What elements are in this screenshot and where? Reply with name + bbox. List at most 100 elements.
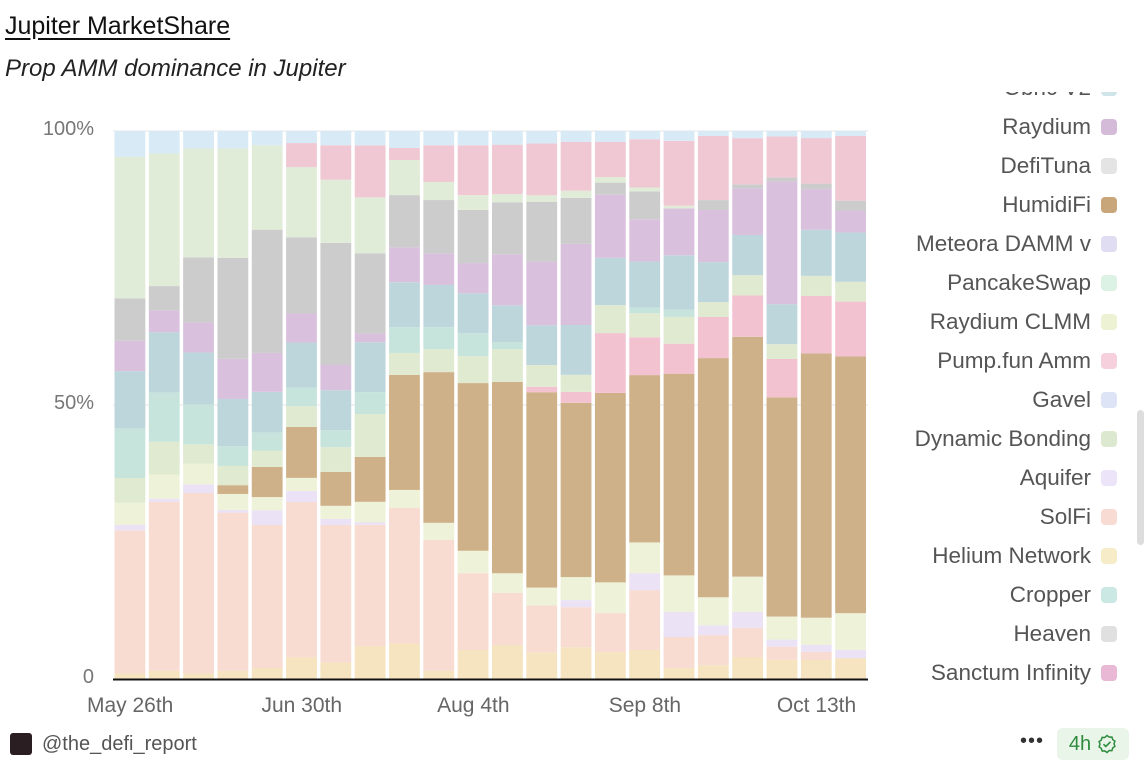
- bar-segment[interactable]: [492, 305, 523, 342]
- legend-item[interactable]: Raydium CLMM: [930, 307, 1117, 337]
- bar-segment[interactable]: [251, 510, 283, 526]
- bar-segment[interactable]: [663, 208, 695, 256]
- bar-segment[interactable]: [492, 349, 523, 382]
- bar-segment[interactable]: [629, 573, 661, 591]
- bar-segment[interactable]: [766, 616, 798, 640]
- bar-segment[interactable]: [286, 477, 317, 492]
- bar-segment[interactable]: [835, 649, 866, 659]
- bar-segment[interactable]: [800, 229, 832, 276]
- bar-segment[interactable]: [457, 195, 489, 210]
- bar-segment[interactable]: [320, 131, 352, 146]
- bar-segment[interactable]: [148, 310, 180, 333]
- bar-segment[interactable]: [354, 456, 386, 502]
- bar-segment[interactable]: [217, 509, 249, 513]
- bar-segment[interactable]: [389, 508, 420, 644]
- bar-segment[interactable]: [663, 255, 695, 310]
- bar-segment[interactable]: [766, 177, 798, 182]
- bar-segment[interactable]: [835, 200, 866, 211]
- bar-segment[interactable]: [594, 582, 626, 614]
- bar-segment[interactable]: [629, 139, 661, 188]
- bar-segment[interactable]: [526, 261, 558, 326]
- bar-segment[interactable]: [697, 597, 729, 626]
- bar-segment[interactable]: [732, 234, 764, 276]
- bar-segment[interactable]: [217, 485, 249, 494]
- bar-segment[interactable]: [732, 184, 764, 189]
- bar-segment[interactable]: [251, 450, 283, 467]
- bar-segment[interactable]: [457, 573, 489, 650]
- bar-segment[interactable]: [251, 352, 283, 392]
- bar-segment[interactable]: [286, 342, 317, 388]
- bar-segment[interactable]: [560, 600, 592, 608]
- bar-segment[interactable]: [423, 200, 455, 254]
- bar-segment[interactable]: [457, 356, 489, 384]
- bar-segment[interactable]: [560, 577, 592, 601]
- bar-segment[interactable]: [697, 262, 729, 303]
- bar-segment[interactable]: [354, 524, 386, 647]
- bar-segment[interactable]: [629, 337, 661, 376]
- bar-segment[interactable]: [629, 219, 661, 262]
- bar-segment[interactable]: [457, 209, 489, 264]
- bar-segment[interactable]: [320, 662, 352, 679]
- bar-segment[interactable]: [423, 131, 455, 146]
- bar-segment[interactable]: [560, 374, 592, 392]
- legend-item[interactable]: DefiTuna: [1001, 151, 1117, 181]
- bar-segment[interactable]: [286, 657, 317, 679]
- bar-segment[interactable]: [148, 441, 180, 475]
- bar-segment[interactable]: [732, 295, 764, 337]
- bar-segment[interactable]: [697, 302, 729, 317]
- bar-segment[interactable]: [492, 202, 523, 255]
- bar-segment[interactable]: [389, 374, 420, 490]
- legend-item[interactable]: Helium Network: [932, 541, 1117, 571]
- bar-segment[interactable]: [766, 659, 798, 679]
- bar-segment[interactable]: [251, 391, 283, 433]
- bar-segment[interactable]: [835, 301, 866, 357]
- bar-segment[interactable]: [457, 131, 489, 146]
- bar-segment[interactable]: [286, 131, 317, 144]
- bar-segment[interactable]: [423, 284, 455, 328]
- bar-segment[interactable]: [217, 131, 249, 149]
- bar-segment[interactable]: [217, 670, 249, 679]
- bar-segment[interactable]: [457, 333, 489, 357]
- bar-segment[interactable]: [492, 592, 523, 646]
- bar-segment[interactable]: [114, 371, 146, 429]
- bar-segment[interactable]: [835, 135, 866, 201]
- bar-segment[interactable]: [800, 131, 832, 139]
- bar-segment[interactable]: [354, 253, 386, 334]
- bar-segment[interactable]: [114, 502, 146, 525]
- bar-segment[interactable]: [800, 644, 832, 652]
- bar-segment[interactable]: [766, 304, 798, 345]
- bar-segment[interactable]: [320, 505, 352, 519]
- bar-segment[interactable]: [594, 141, 626, 178]
- legend-item[interactable]: HumidiFi: [1002, 190, 1117, 220]
- bar-segment[interactable]: [354, 197, 386, 254]
- bar-segment[interactable]: [148, 670, 180, 679]
- bar-segment[interactable]: [629, 375, 661, 543]
- bar-segment[interactable]: [423, 145, 455, 182]
- bar-segment[interactable]: [148, 286, 180, 311]
- bar-segment[interactable]: [800, 353, 832, 618]
- legend-scrollbar[interactable]: [1137, 410, 1144, 545]
- bar-segment[interactable]: [148, 392, 180, 442]
- bar-segment[interactable]: [423, 253, 455, 285]
- bar-segment[interactable]: [835, 356, 866, 614]
- bar-segment[interactable]: [526, 131, 558, 144]
- bar-segment[interactable]: [697, 625, 729, 636]
- bar-segment[interactable]: [389, 195, 420, 248]
- bar-segment[interactable]: [320, 525, 352, 663]
- bar-segment[interactable]: [766, 646, 798, 660]
- bar-segment[interactable]: [286, 426, 317, 478]
- bar-segment[interactable]: [492, 254, 523, 306]
- bar-segment[interactable]: [629, 261, 661, 308]
- bar-segment[interactable]: [800, 660, 832, 679]
- bar-segment[interactable]: [766, 344, 798, 359]
- bar-segment[interactable]: [800, 617, 832, 645]
- bar-segment[interactable]: [354, 522, 386, 525]
- bar-segment[interactable]: [114, 524, 146, 531]
- bar-segment[interactable]: [148, 153, 180, 287]
- bar-segment[interactable]: [629, 191, 661, 220]
- bar-segment[interactable]: [526, 365, 558, 387]
- bar-segment[interactable]: [457, 550, 489, 574]
- bar-segment[interactable]: [457, 293, 489, 334]
- bar-segment[interactable]: [560, 190, 592, 198]
- bar-segment[interactable]: [800, 295, 832, 354]
